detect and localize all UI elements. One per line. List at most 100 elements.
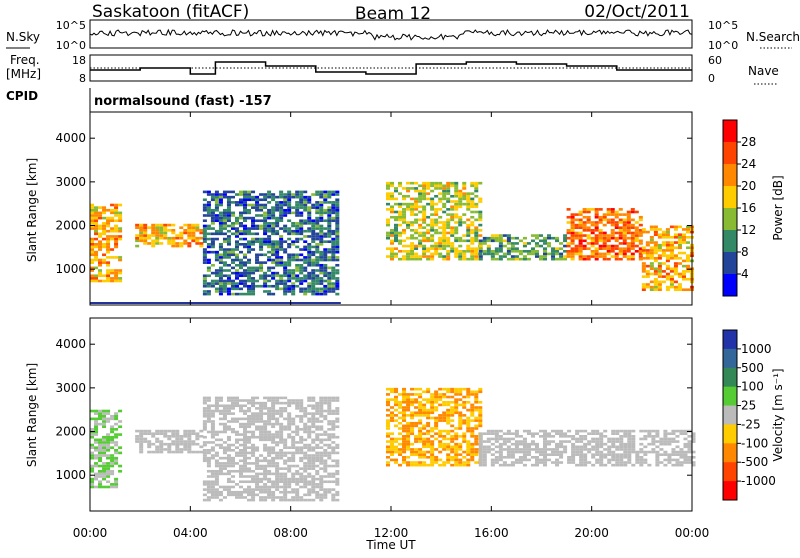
echo-cell	[106, 433, 111, 436]
echo-cell	[187, 440, 192, 443]
echo-cell	[110, 464, 115, 468]
echo-cell	[665, 230, 670, 234]
echo-cell	[295, 493, 300, 497]
echo-cell	[255, 237, 260, 241]
echo-cell	[102, 237, 107, 241]
echo-cell	[106, 237, 111, 241]
echo-cell	[287, 417, 292, 421]
echo-cell	[486, 239, 491, 243]
echo-cell	[645, 283, 650, 286]
echo-cell	[331, 420, 336, 423]
echo-cell	[398, 427, 403, 430]
echo-cell	[462, 400, 467, 404]
echo-cell	[327, 422, 332, 426]
echo-cell	[663, 432, 668, 436]
echo-cell	[410, 181, 415, 185]
echo-cell	[385, 255, 390, 258]
echo-cell	[587, 432, 592, 436]
echo-cell	[406, 463, 411, 467]
echo-cell	[299, 404, 304, 408]
echo-cell	[582, 229, 587, 232]
echo-cell	[570, 247, 575, 250]
echo-cell	[283, 193, 288, 196]
echo-cell	[430, 448, 435, 451]
echo-cell	[534, 252, 539, 256]
echo-cell	[98, 446, 103, 449]
echo-cell	[414, 202, 419, 206]
echo-cell	[271, 451, 276, 455]
echo-cell	[641, 230, 646, 234]
echo-cell	[214, 396, 219, 400]
echo-cell	[187, 242, 192, 245]
echo-cell	[267, 459, 272, 463]
echo-cell	[94, 266, 99, 270]
echo-cell	[490, 429, 495, 433]
echo-cell	[271, 245, 276, 249]
echo-cell	[263, 211, 268, 215]
echo-cell	[335, 256, 340, 259]
echo-cell	[206, 414, 211, 418]
echo-cell	[303, 451, 308, 455]
echo-cell	[327, 454, 332, 457]
echo-cell	[187, 231, 192, 235]
echo-cell	[559, 445, 564, 449]
echo-cell	[94, 409, 99, 413]
echo-cell	[263, 443, 268, 447]
echo-cell	[218, 462, 223, 465]
echo-cell	[90, 477, 95, 481]
echo-cell	[283, 488, 288, 491]
echo-cell	[151, 242, 156, 245]
echo-cell	[418, 414, 423, 417]
echo-cell	[267, 420, 272, 423]
echo-cell	[275, 245, 280, 249]
echo-cell	[570, 239, 575, 243]
echo-cell	[255, 266, 260, 270]
echo-cell	[486, 236, 491, 240]
echo-cell	[299, 222, 304, 225]
echo-cell	[94, 216, 99, 220]
echo-cell	[230, 475, 235, 478]
echo-cell	[118, 229, 123, 233]
echo-cell	[271, 401, 276, 405]
echo-cell	[226, 279, 231, 283]
echo-cell	[438, 252, 443, 256]
colorbar-swatch	[723, 405, 737, 425]
echo-cell	[430, 255, 435, 258]
colorbar-swatch	[723, 164, 737, 187]
echo-cell	[522, 453, 527, 456]
echo-cell	[402, 218, 407, 222]
echo-cell	[315, 269, 320, 272]
echo-cell	[202, 414, 207, 418]
echo-cell	[422, 234, 427, 237]
echo-cell	[478, 234, 483, 237]
echo-cell	[611, 455, 616, 459]
echo-cell	[226, 206, 231, 209]
echo-cell	[327, 193, 332, 196]
echo-cell	[206, 404, 211, 408]
echo-cell	[482, 249, 487, 253]
echo-cell	[311, 490, 316, 494]
echo-cell	[311, 404, 316, 408]
echo-cell	[311, 483, 316, 486]
echo-cell	[410, 463, 415, 467]
echo-cell	[279, 407, 284, 410]
echo-cell	[279, 490, 284, 494]
echo-cell	[118, 258, 123, 262]
echo-cell	[614, 213, 619, 216]
echo-cell	[630, 231, 635, 235]
echo-cell	[426, 192, 431, 195]
echo-cell	[323, 493, 328, 497]
echo-cell	[478, 440, 483, 443]
echo-cell	[238, 287, 244, 291]
echo-cell	[494, 247, 499, 250]
echo-cell	[251, 477, 256, 481]
echo-cell	[426, 442, 431, 446]
echo-cell	[422, 194, 427, 198]
echo-cell	[458, 387, 463, 391]
echo-cell	[199, 242, 204, 245]
echo-cell	[222, 441, 227, 444]
echo-cell	[430, 202, 435, 206]
echo-cell	[307, 425, 312, 429]
echo-cell	[263, 475, 268, 478]
echo-cell	[238, 190, 244, 194]
